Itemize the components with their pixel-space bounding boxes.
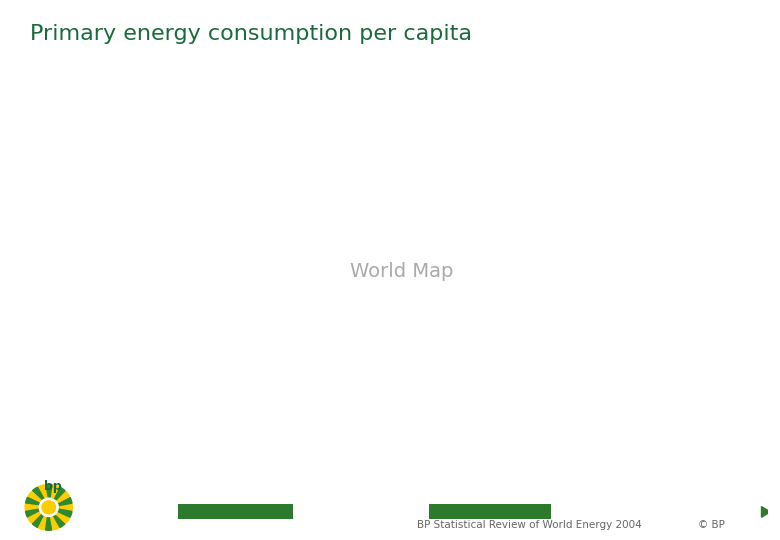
Text: © BP: © BP bbox=[698, 520, 725, 530]
Polygon shape bbox=[48, 497, 72, 508]
Polygon shape bbox=[26, 508, 48, 517]
Polygon shape bbox=[45, 508, 52, 530]
Polygon shape bbox=[48, 485, 59, 508]
Polygon shape bbox=[48, 508, 72, 517]
Polygon shape bbox=[28, 508, 48, 523]
Polygon shape bbox=[48, 487, 65, 508]
Circle shape bbox=[42, 501, 55, 514]
Polygon shape bbox=[48, 508, 59, 530]
Polygon shape bbox=[38, 508, 48, 530]
Polygon shape bbox=[45, 484, 52, 508]
Polygon shape bbox=[26, 497, 48, 508]
Polygon shape bbox=[33, 487, 48, 508]
Polygon shape bbox=[761, 507, 771, 517]
Text: World Map: World Map bbox=[350, 262, 454, 281]
Bar bbox=[429, 504, 551, 519]
Polygon shape bbox=[28, 491, 48, 508]
Text: BP Statistical Review of World Energy 2004: BP Statistical Review of World Energy 20… bbox=[417, 520, 642, 530]
Polygon shape bbox=[48, 504, 73, 510]
Polygon shape bbox=[38, 485, 48, 508]
Text: bp: bp bbox=[44, 480, 62, 492]
Polygon shape bbox=[33, 508, 48, 528]
Polygon shape bbox=[48, 508, 65, 528]
Polygon shape bbox=[48, 508, 69, 523]
Polygon shape bbox=[48, 491, 69, 508]
Polygon shape bbox=[25, 504, 48, 510]
Text: Primary energy consumption per capita: Primary energy consumption per capita bbox=[30, 24, 472, 44]
Bar bbox=[178, 504, 293, 519]
Circle shape bbox=[39, 498, 58, 516]
